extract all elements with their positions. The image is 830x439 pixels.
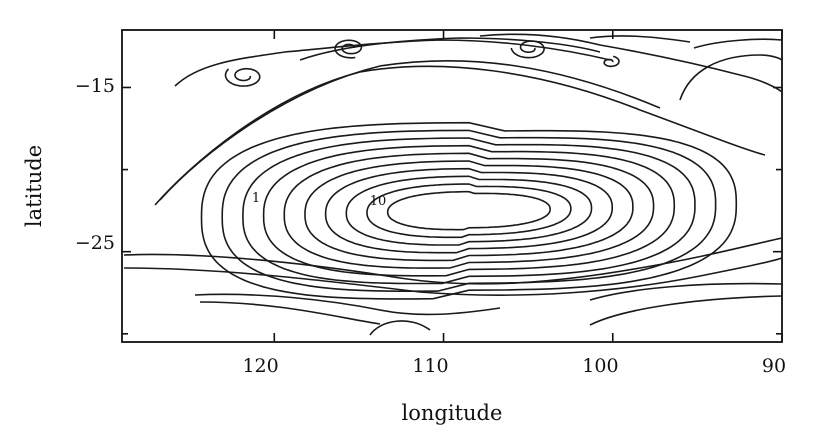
streamline-1 (154, 65, 766, 206)
x-tick-label-110: 110 (412, 355, 448, 377)
x-axis-title: longitude (402, 401, 503, 425)
streamline-5 (123, 237, 783, 285)
x-tick-label-90: 90 (762, 355, 786, 377)
y-tick-label-m25: −25 (75, 232, 115, 254)
gyre-contour-10 (200, 121, 738, 300)
gyre-contour-2 (366, 183, 572, 239)
gyre-contour-1 (386, 190, 552, 231)
streamlines (123, 33, 783, 336)
gyre-contour-6 (283, 152, 655, 269)
y-axis-title: latitude (22, 145, 46, 227)
streamline-8 (199, 301, 381, 325)
gyre-contour-4 (324, 167, 613, 254)
gyre-contour-7 (262, 144, 676, 277)
gyre-contour-9 (221, 129, 717, 292)
eddy-3 (510, 40, 545, 59)
streamline-contours (200, 121, 738, 300)
axis-ticks (122, 30, 783, 342)
eddy-4 (603, 55, 620, 68)
y-tick-label-m15: −15 (75, 75, 115, 97)
gyre-contour-3 (345, 175, 593, 246)
plot-frame (121, 29, 783, 343)
streamline-15 (589, 35, 691, 43)
streamline-7 (194, 293, 501, 316)
streamline-9 (589, 282, 783, 301)
x-tick-label-100: 100 (582, 355, 618, 377)
streamline-11 (369, 320, 431, 336)
x-tick-label-120: 120 (242, 355, 278, 377)
eddy-1 (224, 67, 261, 87)
contour-label-1: 1 (252, 191, 260, 206)
gyre-contour-5 (304, 160, 634, 262)
streamline-12 (479, 33, 783, 93)
gyre-contour-8 (242, 137, 696, 285)
contour-label-10: 10 (370, 194, 387, 209)
streamline-4 (299, 37, 601, 61)
streamline-6 (123, 257, 783, 296)
streamline-13 (679, 54, 783, 101)
streamline-2 (159, 60, 661, 201)
streamline-10 (589, 295, 783, 326)
streamline-14 (693, 38, 783, 49)
eddy-2 (334, 39, 363, 59)
streamline-3 (174, 39, 611, 87)
